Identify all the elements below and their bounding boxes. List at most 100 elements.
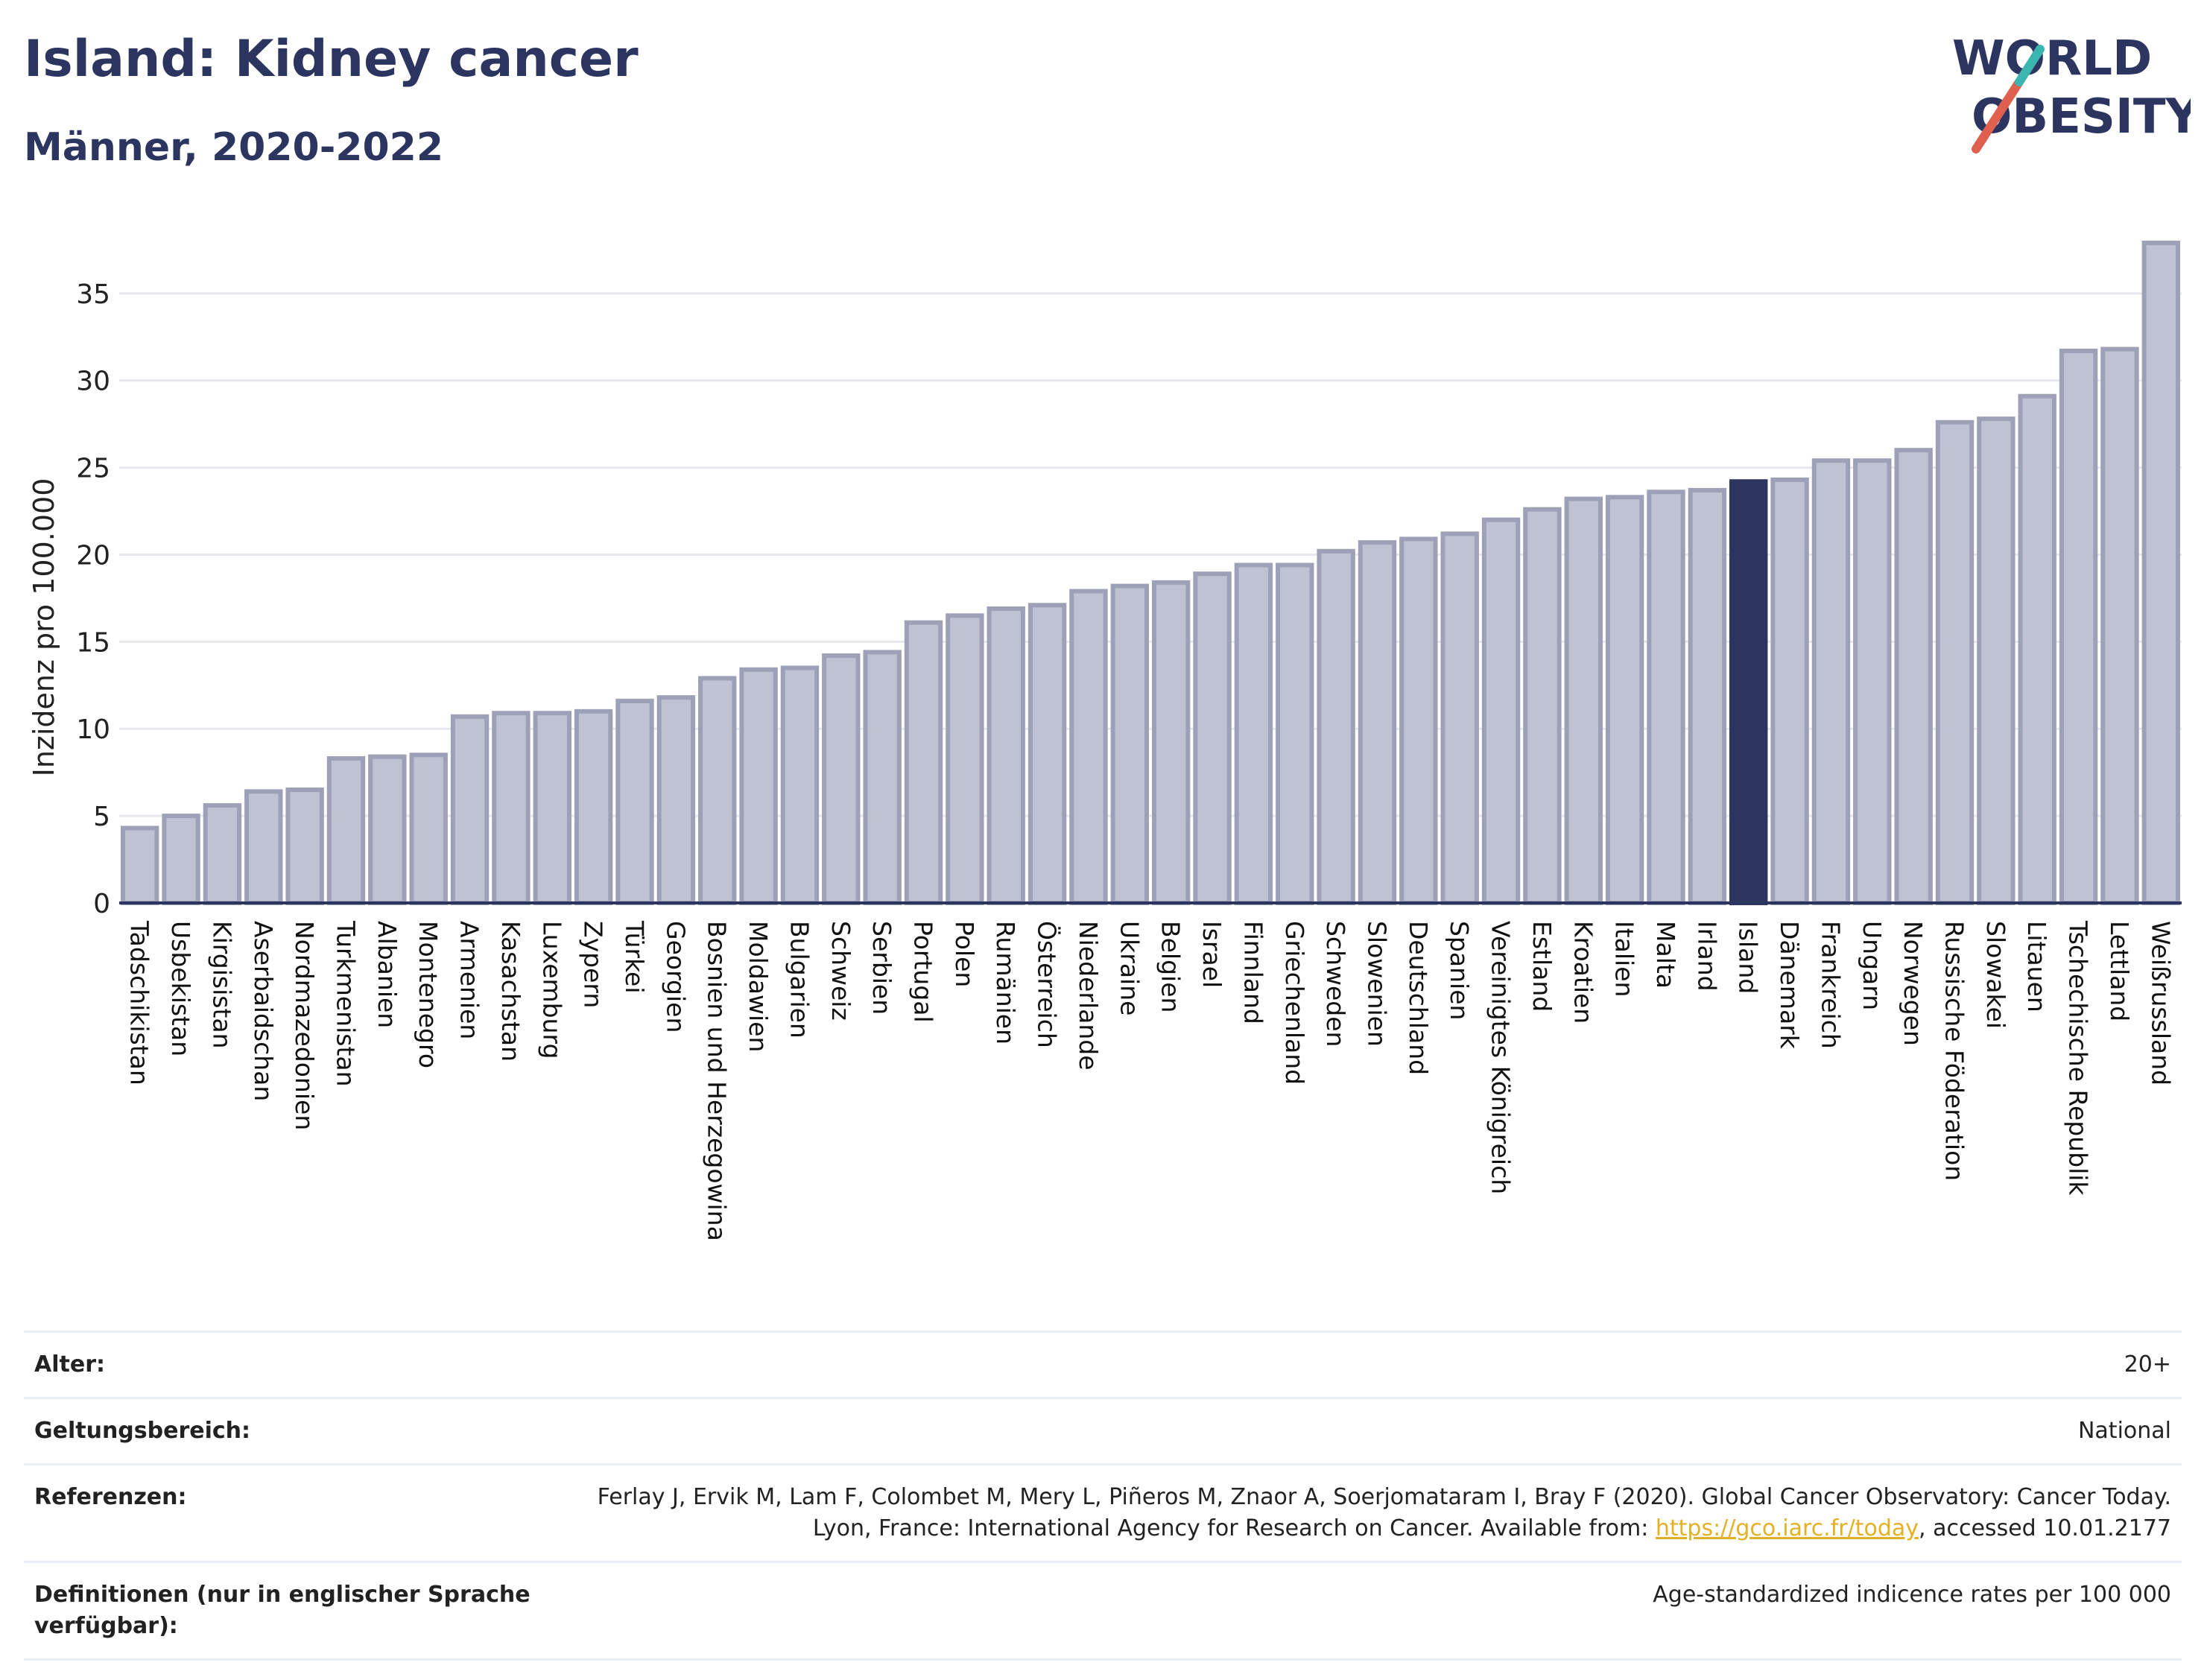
x-axis-labels: Tadschikistan Usbekistan Kirgisistan Aserba… xyxy=(125,920,2176,1241)
chart-subtitle: Männer, 2020-2022 xyxy=(24,125,444,170)
bar-türkei xyxy=(615,698,654,905)
x-tick-label: Serbien xyxy=(867,921,896,1015)
bar-luxemburg xyxy=(533,711,571,906)
reference-text: Ferlay J, Ervik M, Lam F, Colombet M, Me… xyxy=(597,1484,2171,1541)
x-tick-label: Polen xyxy=(950,921,979,987)
meta-references-value: Ferlay J, Ervik M, Lam F, Colombet M, Me… xyxy=(571,1482,2171,1544)
y-axis-label: Inzidenz pro 100.000 xyxy=(28,478,60,777)
meta-definitions-label: Definitionen (nur in englischer Sprache … xyxy=(34,1582,531,1639)
x-tick-label: Frankreich xyxy=(1816,921,1845,1049)
chart-title: Island: Kidney cancer xyxy=(24,30,639,89)
bar-montenegro xyxy=(409,752,448,905)
x-tick-label: Portugal xyxy=(909,921,938,1023)
bar-dänemark xyxy=(1770,477,1809,905)
bar-weißrussland xyxy=(2141,241,2181,905)
bar-kirgisistan xyxy=(203,803,242,906)
x-tick-label: Österreich xyxy=(1033,921,1063,1048)
bar-frankreich xyxy=(1811,458,1851,905)
bar-ukraine xyxy=(1110,583,1150,906)
x-tick-label: Aserbaidschan xyxy=(249,921,278,1101)
x-tick-label: Kasachstan xyxy=(496,921,525,1062)
x-tick-label: Bulgarien xyxy=(785,921,814,1039)
x-tick-label: Kroatien xyxy=(1568,921,1597,1024)
x-tick-label: Belgien xyxy=(1156,921,1185,1012)
x-tick-label: Zypern xyxy=(579,921,608,1008)
reference-accessed: , accessed 10.01.2177 xyxy=(1919,1515,2171,1541)
x-tick-label: Vereinigtes Königreich xyxy=(1486,921,1516,1194)
world-obesity-logo: WORLD OBESITY xyxy=(1952,31,2191,153)
bar-polen xyxy=(946,613,984,905)
logo-slash-teal xyxy=(2015,45,2045,86)
bars xyxy=(120,241,2181,906)
y-tick-label: 35 xyxy=(76,279,110,310)
x-tick-label: Irland xyxy=(1692,921,1721,992)
x-tick-label: Malta xyxy=(1651,921,1680,989)
x-tick-label: Ukraine xyxy=(1115,921,1144,1015)
bar-italien xyxy=(1605,495,1644,905)
x-tick-label: Niederlande xyxy=(1074,921,1103,1071)
x-tick-label: Bosnien und Herzegowina xyxy=(703,921,732,1241)
x-tick-label: Italien xyxy=(1610,921,1639,997)
x-tick-label: Rumänien xyxy=(991,921,1020,1045)
bar-schweiz xyxy=(822,653,861,905)
bar-deutschland xyxy=(1399,536,1438,906)
bar-aserbaidschan xyxy=(244,789,283,906)
meta-row-age: Alter: 20+ xyxy=(24,1331,2182,1397)
bar-armenien xyxy=(450,714,490,905)
meta-references-label: Referenzen: xyxy=(34,1484,187,1510)
bar-zypern xyxy=(574,709,613,905)
meta-row-references: Referenzen: Ferlay J, Ervik M, Lam F, Co… xyxy=(24,1463,2182,1561)
x-tick-label: Ungarn xyxy=(1858,921,1887,1010)
x-tick-label: Türkei xyxy=(620,920,649,994)
bar-island xyxy=(1729,479,1768,905)
y-tick-label: 20 xyxy=(76,540,110,571)
x-tick-label: Dänemark xyxy=(1775,921,1804,1050)
bar-niederlande xyxy=(1069,589,1108,906)
bar-chart: 0 5 10 15 20 25 30 35 Tadschikistan Usbekistan Ki… xyxy=(28,241,2182,1241)
x-tick-label: Island xyxy=(1734,921,1763,994)
bar-russische-föderation xyxy=(1935,419,1975,905)
x-tick-label: Georgien xyxy=(661,921,690,1033)
x-tick-label: Lettland xyxy=(2105,921,2134,1021)
x-tick-label: Schweiz xyxy=(826,921,855,1021)
bar-litauen xyxy=(2018,393,2056,905)
x-tick-label: Russische Föderation xyxy=(1940,921,1969,1181)
x-tick-label: Usbekistan xyxy=(166,921,195,1056)
meta-scope-value: National xyxy=(2077,1418,2171,1444)
y-tick-label: 10 xyxy=(76,714,110,745)
bar-tschechische-republik xyxy=(2059,348,2098,905)
bar-bulgarien xyxy=(780,665,820,905)
x-tick-label: Turkmenistan xyxy=(331,920,360,1087)
bar-belgien xyxy=(1151,580,1191,905)
x-tick-label: Slowenien xyxy=(1362,921,1391,1047)
x-tick-label: Spanien xyxy=(1445,921,1474,1020)
y-tick-label: 25 xyxy=(76,454,110,484)
bar-finnland xyxy=(1234,562,1273,906)
bar-vereinigtes-königreich xyxy=(1481,517,1521,905)
meta-row-definitions: Definitionen (nur in englischer Sprache … xyxy=(24,1561,2182,1661)
bar-österreich xyxy=(1027,603,1067,906)
bar-slowakei xyxy=(1977,416,2015,905)
x-tick-label: Israel xyxy=(1197,921,1226,988)
bar-nordmazedonien xyxy=(285,787,324,906)
x-tick-label: Nordmazedonien xyxy=(290,921,319,1130)
reference-link[interactable]: https://gco.iarc.fr/today xyxy=(1655,1515,1919,1541)
bar-malta xyxy=(1647,489,1685,905)
y-axis-ticks: 0 5 10 15 20 25 30 35 xyxy=(76,279,110,919)
bar-spanien xyxy=(1440,531,1479,905)
meta-age-label: Alter: xyxy=(34,1351,105,1378)
x-tick-label: Norwegen xyxy=(1899,921,1928,1046)
x-tick-label: Albanien xyxy=(373,921,402,1028)
bar-albanien xyxy=(368,754,407,905)
y-tick-label: 0 xyxy=(93,889,110,919)
x-tick-label: Montenegro xyxy=(414,921,443,1068)
bar-griechenland xyxy=(1276,562,1314,906)
bar-israel xyxy=(1193,571,1232,905)
bar-lettland xyxy=(2100,346,2139,906)
x-tick-label: Schweden xyxy=(1321,921,1350,1047)
x-tick-label: Deutschland xyxy=(1404,921,1433,1075)
x-tick-label: Armenien xyxy=(455,921,484,1039)
logo-slash-red xyxy=(1972,77,2024,153)
bar-kasachstan xyxy=(492,711,531,906)
logo-line-world: WORLD xyxy=(1952,31,2152,86)
